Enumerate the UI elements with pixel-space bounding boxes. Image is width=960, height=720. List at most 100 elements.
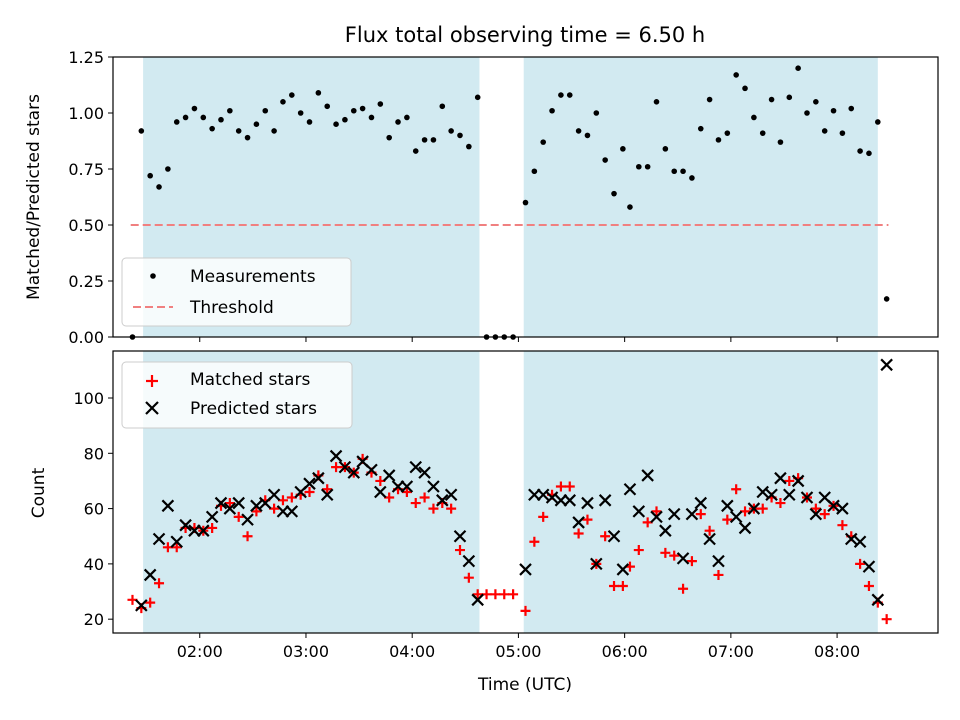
measurement-point bbox=[786, 94, 793, 101]
matched-star-point bbox=[582, 514, 593, 525]
predicted-star-point bbox=[205, 510, 219, 524]
matched-star-point bbox=[384, 492, 395, 503]
count-x-axis: 02:00 03:00 04:00 05:00 06:00 07:00 08:00 bbox=[177, 633, 860, 661]
measurement-point bbox=[531, 168, 538, 175]
time-tick-label: 07:00 bbox=[708, 642, 754, 661]
predicted-star-point bbox=[853, 535, 867, 549]
predicted-star-point bbox=[197, 524, 210, 537]
matched-star-point bbox=[775, 498, 786, 509]
predicted-star-point bbox=[382, 469, 396, 482]
matched-star-point bbox=[819, 509, 830, 520]
predicted-star-point bbox=[756, 485, 770, 499]
ratio-y-tick-label: 1.25 bbox=[68, 48, 104, 67]
measurement-point bbox=[474, 94, 481, 101]
matched-star-point bbox=[651, 506, 662, 517]
predicted-star-point bbox=[347, 466, 361, 479]
ratio-y-tick-label: 0.25 bbox=[68, 272, 104, 291]
ratio-y-axis-label: Matched/Predicted stars bbox=[24, 94, 44, 300]
predicted-star-point bbox=[590, 557, 603, 571]
predicted-star-point bbox=[685, 507, 699, 521]
ratio-y-tick-label: 1.00 bbox=[68, 104, 104, 123]
measurement-point bbox=[386, 134, 392, 141]
measurement-point bbox=[138, 128, 145, 134]
measurement-point bbox=[315, 90, 322, 96]
measurement-point bbox=[593, 110, 600, 116]
predicted-star-point bbox=[800, 491, 814, 504]
predicted-star-point bbox=[694, 496, 708, 510]
matched-star-point bbox=[322, 484, 333, 495]
predicted-star-point bbox=[519, 563, 532, 576]
matched-star-point bbox=[617, 581, 628, 591]
ratio-x-ticks bbox=[199, 337, 838, 342]
matched-star-point bbox=[538, 511, 549, 522]
predicted-star-point bbox=[783, 488, 796, 502]
predicted-star-point bbox=[598, 494, 612, 507]
predicted-star-point bbox=[765, 488, 778, 502]
measurement-point bbox=[558, 92, 564, 98]
legend-predicted-marker bbox=[145, 401, 159, 415]
measurement-point bbox=[759, 130, 766, 136]
matched-star-point bbox=[454, 545, 465, 556]
count-plot-frame bbox=[112, 350, 939, 634]
measurement-point bbox=[522, 199, 529, 206]
matched-star-point bbox=[529, 536, 540, 547]
matched-star-point bbox=[573, 528, 584, 539]
matched-star-point bbox=[731, 484, 742, 495]
matched-star-point bbox=[633, 545, 644, 556]
predicted-star-point bbox=[809, 507, 823, 521]
measurement-point bbox=[804, 110, 810, 116]
measurement-point bbox=[466, 143, 472, 150]
predicted-star-point bbox=[712, 554, 725, 568]
measurement-point bbox=[191, 105, 198, 112]
measurement-point bbox=[706, 96, 713, 103]
matched-star-point bbox=[331, 462, 342, 473]
matched-star-point bbox=[154, 578, 165, 589]
predicted-star-point bbox=[462, 554, 476, 568]
ratio-legend-box bbox=[121, 257, 352, 327]
measurement-point bbox=[751, 114, 757, 121]
ratio-plot-frame bbox=[112, 56, 939, 338]
matched-star-point bbox=[242, 531, 253, 542]
measurement-point bbox=[430, 137, 437, 143]
chart-title: Flux total observing time = 6.50 h bbox=[345, 23, 705, 47]
measurement-point bbox=[662, 146, 669, 152]
ratio-legend: Measurements Threshold bbox=[121, 257, 352, 327]
measurement-point bbox=[324, 103, 331, 110]
observing-window-band bbox=[523, 351, 878, 633]
matched-star-point bbox=[555, 481, 566, 492]
matched-star-point bbox=[171, 542, 182, 553]
predicted-star-point bbox=[747, 502, 761, 515]
matched-star-point bbox=[304, 487, 315, 497]
count-y-tick-label: 80 bbox=[84, 444, 104, 463]
measurement-point bbox=[830, 107, 837, 114]
measurement-point bbox=[421, 137, 428, 143]
measurement-point bbox=[280, 99, 286, 105]
matched-star-point bbox=[251, 506, 262, 517]
measurement-point bbox=[457, 132, 463, 139]
ratio-y-tick-label: 0.00 bbox=[68, 328, 104, 347]
matched-star-point bbox=[401, 487, 412, 497]
measurement-point bbox=[715, 137, 722, 143]
time-tick-label: 06:00 bbox=[602, 642, 648, 661]
measurement-point bbox=[165, 166, 171, 172]
matched-star-point bbox=[472, 589, 483, 600]
measurement-point bbox=[182, 114, 189, 121]
predicted-star-point bbox=[791, 474, 805, 488]
matched-star-point bbox=[863, 581, 874, 591]
observing-window-band bbox=[523, 57, 878, 337]
measurement-point bbox=[359, 105, 366, 112]
measurement-point bbox=[575, 128, 582, 134]
legend-measurements-label: Measurements bbox=[190, 267, 316, 287]
predicted-star-point bbox=[453, 529, 467, 543]
predicted-star-point bbox=[232, 496, 245, 510]
measurement-point bbox=[566, 92, 573, 98]
count-y-axis: 20 40 60 80 100 bbox=[73, 389, 113, 629]
measurement-point bbox=[439, 103, 446, 110]
ratio-y-tick-label: 0.50 bbox=[68, 216, 104, 235]
predicted-star-point bbox=[650, 510, 663, 524]
matched-star-point bbox=[837, 520, 848, 531]
matched-star-point bbox=[481, 589, 492, 600]
time-axis-label: Time (UTC) bbox=[477, 675, 572, 695]
count-legend: Matched stars Predicted stars bbox=[121, 361, 353, 429]
matched-star-point bbox=[127, 594, 138, 605]
